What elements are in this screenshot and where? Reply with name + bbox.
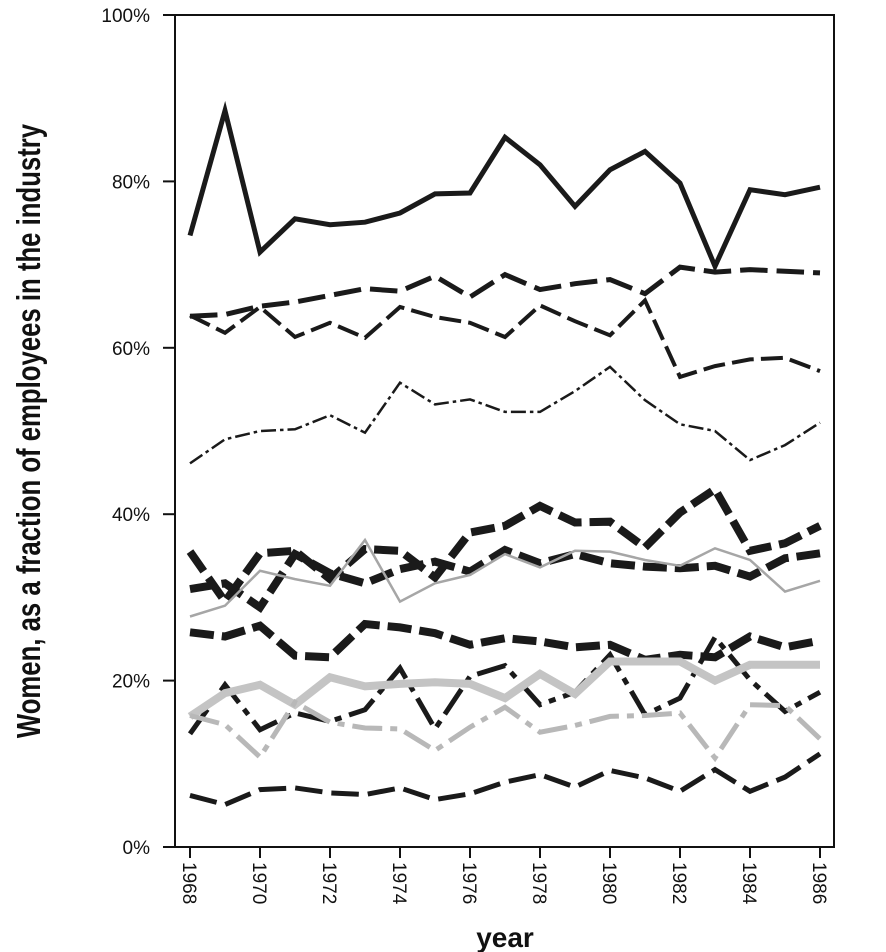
series-line-11	[189, 698, 822, 763]
y-axis-title: Women, as a fraction of employees in the…	[11, 123, 48, 738]
series-line-1	[187, 100, 821, 273]
series-line-3	[189, 296, 821, 380]
y-tick-label: 100%	[101, 6, 150, 27]
x-tick-label: 1974	[388, 862, 409, 905]
y-axis: 0% 20% 40% 60% 80% 100%	[101, 6, 175, 859]
series-line-7	[189, 537, 821, 618]
series-line-4	[189, 365, 821, 465]
x-tick-label: 1984	[738, 862, 759, 905]
x-tick-label: 1970	[248, 862, 269, 904]
x-axis-title: year	[476, 922, 534, 952]
x-tick-label: 1982	[668, 862, 689, 904]
y-tick-label: 80%	[112, 172, 150, 193]
series-line-8	[189, 619, 821, 664]
series-line-2	[189, 264, 821, 319]
x-tick-label: 1986	[808, 862, 829, 904]
y-tick-label: 0%	[123, 838, 151, 859]
series-line-5	[186, 483, 822, 609]
x-tick-label: 1976	[458, 862, 479, 904]
y-tick-label: 60%	[112, 339, 150, 360]
series-line-9	[187, 632, 822, 736]
x-tick-label: 1968	[178, 862, 199, 904]
x-tick-label: 1972	[318, 862, 339, 904]
series-line-6	[189, 545, 821, 614]
series-layer	[186, 100, 822, 808]
x-tick-label: 1980	[598, 862, 619, 904]
x-tick-label: 1978	[528, 862, 549, 904]
plot-frame	[174, 14, 835, 848]
series-line-12	[189, 751, 822, 808]
y-tick-label: 40%	[112, 505, 150, 526]
y-tick-label: 20%	[112, 672, 150, 693]
x-axis: 1968 1970 1972 1974 1976 1978 1980 1982 1984 1986	[178, 847, 829, 905]
